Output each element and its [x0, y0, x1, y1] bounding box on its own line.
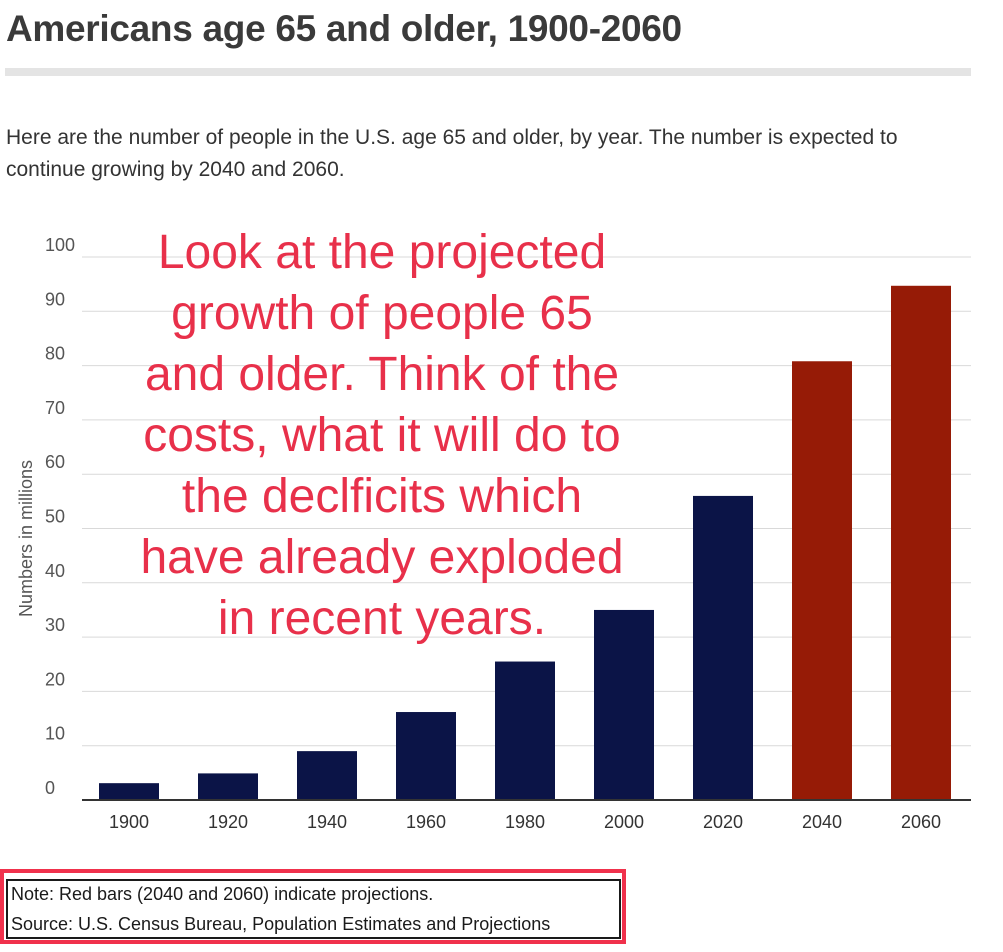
- y-tick-label: 50: [45, 507, 65, 527]
- red-annotation-text: Look at the projected growth of people 6…: [140, 226, 624, 645]
- x-tick-label: 1960: [406, 812, 446, 832]
- y-tick-label: 40: [45, 561, 65, 581]
- x-tick-label: 1980: [505, 812, 545, 832]
- y-tick-label: 20: [45, 669, 65, 689]
- page-title: Americans age 65 and older, 1900-2060: [6, 8, 682, 49]
- chart-description: Here are the number of people in the U.S…: [6, 126, 898, 181]
- x-tick-label: 1920: [208, 812, 248, 832]
- bar-1960: [396, 712, 456, 800]
- source-text: Source: U.S. Census Bureau, Population E…: [11, 914, 551, 934]
- bar-chart: 0 10 20 30 40 50 60 70 80 90 100 1900 1920 1940 1960 19…: [16, 235, 971, 832]
- x-tick-label: 2000: [604, 812, 644, 832]
- bar-2020: [693, 495, 753, 800]
- y-tick-label: 60: [45, 452, 65, 472]
- title-divider: [5, 68, 971, 76]
- y-tick-label: 80: [45, 344, 65, 364]
- note-text: Note: Red bars (2040 and 2060) indicate …: [11, 884, 434, 904]
- y-axis-title: Numbers in millions: [16, 460, 36, 617]
- gridlines: [82, 256, 971, 747]
- bar-1900: [99, 783, 159, 800]
- axes: 0 10 20 30 40 50 60 70 80 90 100 1900 1920 1940 1960 19…: [16, 235, 971, 832]
- x-tick-label: 2020: [703, 812, 743, 832]
- x-tick-label: 1900: [109, 812, 149, 832]
- y-tick-label: 0: [45, 778, 55, 798]
- bar-2060: [891, 285, 951, 800]
- chart-area: 0 10 20 30 40 50 60 70 80 90 100 1900 1920 1940 1960 19…: [0, 220, 1003, 840]
- x-tick-label: 1940: [307, 812, 347, 832]
- y-tick-label: 30: [45, 615, 65, 635]
- bar-1940: [297, 751, 357, 800]
- x-tick-label: 2060: [901, 812, 941, 832]
- y-tick-label: 70: [45, 398, 65, 418]
- bar-2000: [594, 609, 654, 800]
- y-tick-label: 90: [45, 289, 65, 309]
- bar-1980: [495, 661, 555, 800]
- bar-1920: [198, 773, 258, 800]
- bar-2040: [792, 361, 852, 800]
- note-highlight-box: Note: Red bars (2040 and 2060) indicate …: [0, 869, 626, 944]
- y-tick-label: 100: [45, 235, 75, 255]
- y-tick-label: 10: [45, 724, 65, 744]
- x-tick-label: 2040: [802, 812, 842, 832]
- bars: [99, 285, 951, 800]
- note-source-box: Note: Red bars (2040 and 2060) indicate …: [6, 879, 621, 939]
